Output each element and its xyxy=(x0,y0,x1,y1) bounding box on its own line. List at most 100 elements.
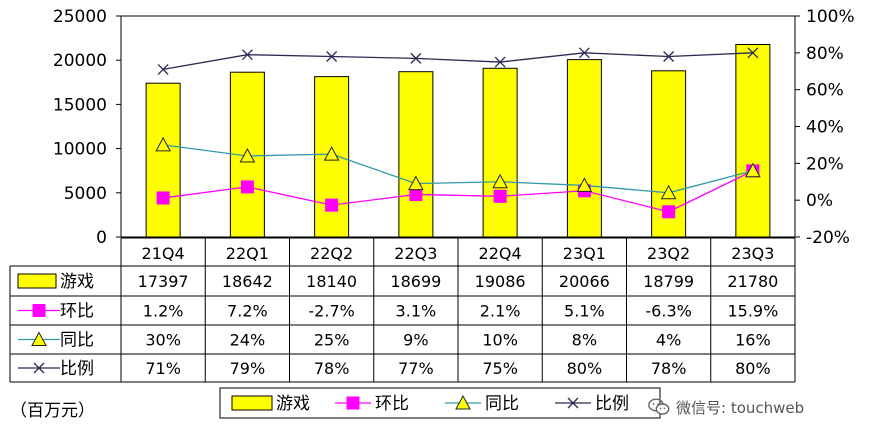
row-key-环比 xyxy=(32,304,46,317)
point-同比-22Q3 xyxy=(408,175,424,191)
bar-22Q4 xyxy=(482,67,518,238)
cell-游戏-21Q4: 17397 xyxy=(138,272,189,291)
right-tick-label: 80% xyxy=(806,44,844,64)
plot-axes: 0 5000 10000 15000 20000 25000 -20% 0% 20% 40% 60%… xyxy=(53,7,855,248)
right-tick-label: 60% xyxy=(806,81,844,101)
right-tick-label: 20% xyxy=(806,154,844,174)
category-label-22Q1: 22Q1 xyxy=(226,244,269,263)
row-name-比例: 比例 xyxy=(60,359,94,379)
row-name-环比: 环比 xyxy=(60,302,94,322)
point-同比-23Q1 xyxy=(576,177,593,192)
cell-同比-23Q2: 4% xyxy=(656,331,681,350)
legend-label-环比: 环比 xyxy=(375,394,409,414)
point-环比-22Q1 xyxy=(240,180,254,194)
point-环比-23Q2 xyxy=(662,205,676,219)
left-tick-label: 15000 xyxy=(53,95,107,115)
cell-环比-22Q1: 7.2% xyxy=(227,302,268,321)
series-line-比例 xyxy=(163,52,753,71)
point-比例-22Q3 xyxy=(410,52,422,64)
point-比例-22Q4 xyxy=(494,56,506,68)
series-line-同比 xyxy=(163,144,754,194)
plot-lines xyxy=(155,47,761,219)
cell-同比-23Q3: 16% xyxy=(735,331,771,350)
legend-key-环比 xyxy=(346,396,360,410)
category-label-22Q4: 22Q4 xyxy=(479,244,522,263)
unit-note: （百万元） xyxy=(10,401,95,421)
row-name-同比: 同比 xyxy=(60,331,94,351)
cell-同比-22Q3: 9% xyxy=(403,331,428,350)
category-label-23Q2: 23Q2 xyxy=(647,244,690,263)
cell-游戏-22Q3: 18699 xyxy=(390,272,441,291)
right-tick-label: 100% xyxy=(806,7,855,27)
data-table: 21Q4 22Q1 22Q2 22Q3 22Q4 23Q1 23Q2 23Q3 游戏 17397 1… xyxy=(9,237,796,383)
cell-比例-23Q3: 80% xyxy=(735,359,771,378)
point-同比-22Q4 xyxy=(492,173,508,189)
cell-游戏-23Q1: 20066 xyxy=(559,272,610,291)
right-tick-label: 40% xyxy=(806,118,844,138)
watermark-text: 微信号: touchweb xyxy=(676,398,805,417)
point-同比-21Q4 xyxy=(155,136,171,152)
left-tick-label: 0 xyxy=(96,228,107,248)
watermark: 微信号: touchweb xyxy=(648,394,878,420)
point-环比-21Q4 xyxy=(156,191,170,205)
point-比例-22Q2 xyxy=(326,51,338,62)
plot-frame xyxy=(120,15,796,238)
cell-环比-22Q2: -2.7% xyxy=(308,302,354,321)
wechat-icon xyxy=(648,398,670,415)
cell-环比-23Q1: 5.1% xyxy=(564,302,605,321)
bar-21Q4 xyxy=(145,82,181,238)
category-label-21Q4: 21Q4 xyxy=(142,244,185,263)
cell-环比-21Q4: 1.2% xyxy=(143,302,184,321)
cell-同比-22Q2: 25% xyxy=(314,331,350,350)
point-比例-23Q3 xyxy=(747,47,759,59)
cell-同比-21Q4: 30% xyxy=(145,331,181,350)
row-key-比例 xyxy=(33,362,45,374)
legend-key-游戏 xyxy=(231,395,273,411)
legend-label-游戏: 游戏 xyxy=(276,394,310,414)
cell-游戏-22Q2: 18140 xyxy=(306,272,357,291)
point-同比-23Q3 xyxy=(745,162,761,178)
row-key-同比 xyxy=(31,331,47,346)
point-比例-22Q1 xyxy=(241,49,253,61)
right-tick-label: 0% xyxy=(806,191,833,211)
legend-key-同比 xyxy=(455,394,471,410)
legend-key-比例 xyxy=(567,397,579,409)
point-比例-21Q4 xyxy=(157,63,169,75)
cell-同比-22Q4: 10% xyxy=(482,331,518,350)
series-line-环比 xyxy=(163,170,754,213)
point-同比-23Q2 xyxy=(660,184,677,200)
left-tick-label: 20000 xyxy=(53,51,107,71)
cell-环比-22Q3: 3.1% xyxy=(396,302,437,321)
cell-游戏-22Q1: 18642 xyxy=(222,272,273,291)
cell-游戏-23Q3: 21780 xyxy=(727,272,778,291)
left-tick-label: 10000 xyxy=(53,140,107,160)
cell-比例-22Q2: 78% xyxy=(314,359,350,378)
bar-23Q1 xyxy=(566,59,602,238)
left-tick-label: 25000 xyxy=(53,7,107,27)
point-环比-22Q2 xyxy=(325,198,339,212)
category-label-23Q3: 23Q3 xyxy=(731,244,774,263)
cell-比例-22Q1: 79% xyxy=(230,359,266,378)
row-name-游戏: 游戏 xyxy=(60,272,94,292)
cell-比例-22Q3: 77% xyxy=(398,359,434,378)
cell-游戏-23Q2: 18799 xyxy=(643,272,694,291)
category-label-22Q2: 22Q2 xyxy=(310,244,353,263)
cell-游戏-22Q4: 19086 xyxy=(475,272,526,291)
point-同比-22Q1 xyxy=(239,147,256,163)
cell-比例-21Q4: 71% xyxy=(145,359,181,378)
cell-环比-23Q3: 15.9% xyxy=(727,302,778,321)
point-环比-22Q4 xyxy=(493,189,507,203)
point-同比-22Q2 xyxy=(323,146,340,161)
bar-22Q3 xyxy=(398,71,434,238)
cell-比例-23Q2: 78% xyxy=(651,359,687,378)
cell-同比-23Q1: 8% xyxy=(572,331,597,350)
legend-label-比例: 比例 xyxy=(595,394,629,414)
cell-环比-23Q2: -6.3% xyxy=(645,302,691,321)
cell-环比-22Q4: 2.1% xyxy=(480,302,521,321)
right-tick-label: -20% xyxy=(806,228,850,248)
bar-23Q3 xyxy=(735,43,771,238)
legend-label-同比: 同比 xyxy=(485,394,519,414)
cell-比例-23Q1: 80% xyxy=(567,359,603,378)
category-label-22Q3: 22Q3 xyxy=(394,244,437,263)
